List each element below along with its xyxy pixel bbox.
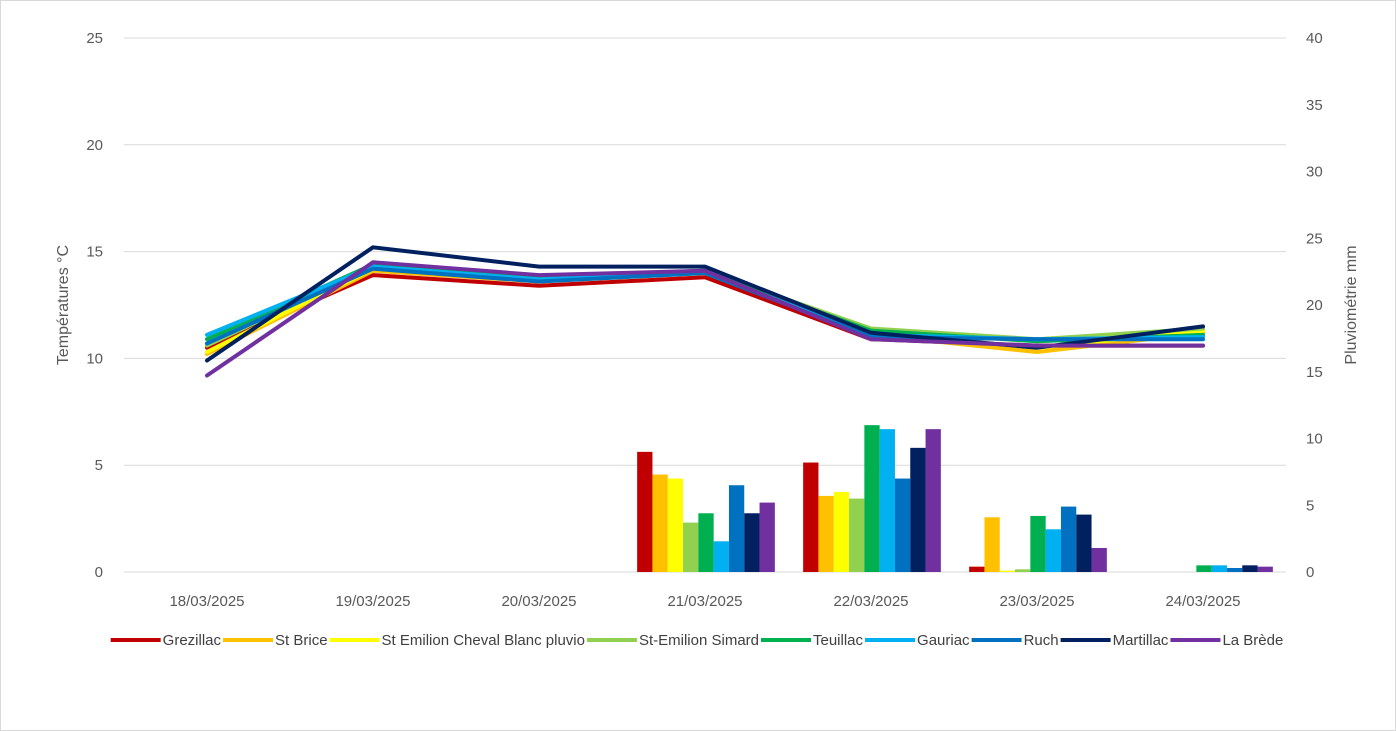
rain-bar <box>1045 529 1061 572</box>
rain-bar <box>759 502 775 572</box>
legend-entry: Martillac <box>1113 632 1169 649</box>
rain-bar <box>1060 506 1077 572</box>
rain-bar <box>910 447 926 572</box>
rain-bar <box>818 495 834 572</box>
temperature-line <box>205 266 1205 346</box>
right-axis-title: Pluviométrie mm <box>1343 245 1360 364</box>
left-axis-title: Températures °C <box>55 245 72 365</box>
rain-bar <box>849 498 865 572</box>
right-tick-label: 15 <box>1306 364 1323 381</box>
left-tick-label: 20 <box>86 137 103 154</box>
rain-bar <box>1242 565 1258 572</box>
legend-entry: La Brède <box>1222 632 1283 649</box>
rain-bar <box>652 474 668 572</box>
x-tick-label: 18/03/2025 <box>169 593 244 610</box>
rain-bar <box>1091 547 1107 572</box>
right-tick-label: 25 <box>1306 230 1323 247</box>
x-axis-ticks: 18/03/2025 19/03/2025 20/03/2025 21/03/2025… <box>169 593 1240 610</box>
rain-bar <box>698 513 714 572</box>
rain-bar <box>683 522 699 572</box>
right-tick-label: 0 <box>1306 564 1314 581</box>
rain-bar <box>667 478 684 572</box>
rain-bar <box>803 462 819 572</box>
legend-entry: Teuillac <box>813 632 864 649</box>
legend-entry: Ruch <box>1024 632 1059 649</box>
rain-bar <box>1226 567 1243 572</box>
rain-bar <box>879 429 895 572</box>
legend: Grezillac St Brice St Emilion Cheval Blanc… <box>110 632 1283 649</box>
right-tick-label: 40 <box>1306 30 1323 47</box>
rain-bar <box>744 513 760 572</box>
x-tick-label: 21/03/2025 <box>667 593 742 610</box>
right-axis-ticks: 0 5 10 15 20 25 30 35 40 <box>1306 30 1323 581</box>
rain-bar <box>713 541 729 572</box>
temperature-line <box>205 260 1205 378</box>
left-tick-label: 0 <box>95 564 103 581</box>
rain-bar <box>864 425 880 572</box>
rain-bar <box>984 517 1000 572</box>
x-tick-label: 19/03/2025 <box>335 593 410 610</box>
right-tick-label: 30 <box>1306 164 1323 181</box>
rain-bar <box>1030 515 1046 572</box>
legend-entry: St-Emilion Simard <box>639 632 759 649</box>
rain-bar <box>1211 565 1227 572</box>
x-tick-label: 24/03/2025 <box>1165 593 1240 610</box>
left-tick-label: 10 <box>86 350 103 367</box>
rain-bar <box>1196 565 1212 572</box>
left-tick-label: 5 <box>95 457 103 474</box>
x-tick-label: 20/03/2025 <box>501 593 576 610</box>
x-tick-label: 22/03/2025 <box>833 593 908 610</box>
legend-entry: Gauriac <box>917 632 970 649</box>
rain-bar <box>637 451 653 572</box>
rain-bar <box>728 485 745 572</box>
temperature-lines <box>205 245 1205 378</box>
rain-bar <box>1257 566 1273 572</box>
rainfall-bars <box>637 425 1273 572</box>
x-tick-label: 23/03/2025 <box>999 593 1074 610</box>
rain-bar <box>833 491 850 572</box>
right-tick-label: 20 <box>1306 297 1323 314</box>
temperature-line <box>205 245 1205 363</box>
rain-bar <box>1076 514 1092 572</box>
left-tick-label: 25 <box>86 30 103 47</box>
rain-bar <box>969 566 985 572</box>
right-tick-label: 35 <box>1306 97 1323 114</box>
legend-entry: St Brice <box>275 632 328 649</box>
left-tick-label: 15 <box>86 244 103 261</box>
rain-bar <box>999 570 1016 572</box>
right-tick-label: 5 <box>1306 497 1314 514</box>
rain-bar <box>894 478 911 572</box>
rain-bar <box>1015 569 1031 572</box>
legend-entry: Grezillac <box>163 632 222 649</box>
right-tick-label: 10 <box>1306 431 1323 448</box>
rain-bar <box>925 429 941 572</box>
legend-entry: St Emilion Cheval Blanc pluvio <box>382 632 585 649</box>
left-axis-ticks: 0 5 10 15 20 25 <box>86 30 103 581</box>
